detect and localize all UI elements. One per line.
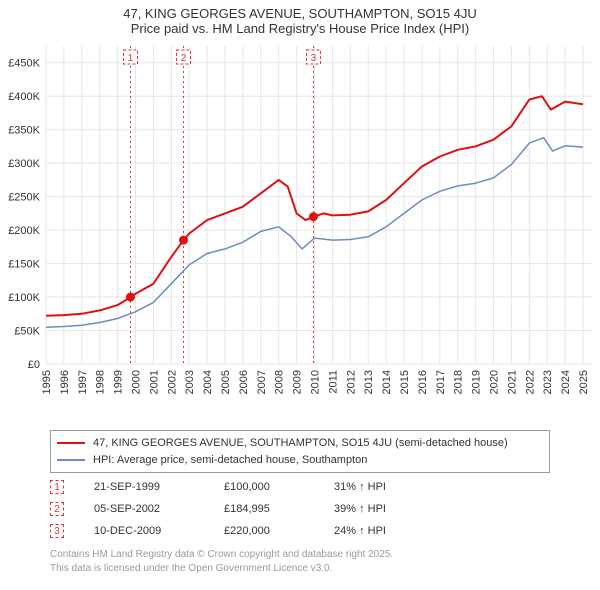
- chart-title-block: 47, KING GEORGES AVENUE, SOUTHAMPTON, SO…: [0, 0, 600, 36]
- svg-text:2024: 2024: [560, 370, 572, 394]
- title-line2: Price paid vs. HM Land Registry's House …: [0, 21, 600, 36]
- footer-attribution: Contains HM Land Registry data © Crown c…: [50, 548, 393, 575]
- svg-text:£450K: £450K: [8, 58, 40, 70]
- sale-date: 05-SEP-2002: [94, 503, 224, 515]
- legend-label: HPI: Average price, semi-detached house,…: [93, 452, 367, 469]
- svg-text:2010: 2010: [310, 370, 322, 394]
- sale-pct: 39% ↑ HPI: [334, 503, 434, 515]
- sale-price: £184,995: [224, 503, 334, 515]
- table-row: 2 05-SEP-2002 £184,995 39% ↑ HPI: [50, 498, 434, 520]
- svg-text:£150K: £150K: [8, 259, 40, 271]
- legend-item: 47, KING GEORGES AVENUE, SOUTHAMPTON, SO…: [57, 435, 543, 452]
- svg-text:2002: 2002: [166, 370, 178, 394]
- svg-text:2012: 2012: [345, 370, 357, 394]
- svg-text:2001: 2001: [148, 370, 160, 394]
- table-row: 3 10-DEC-2009 £220,000 24% ↑ HPI: [50, 520, 434, 542]
- svg-text:2021: 2021: [506, 370, 518, 394]
- svg-text:2020: 2020: [489, 370, 501, 394]
- sale-pct: 31% ↑ HPI: [334, 481, 434, 493]
- svg-text:2014: 2014: [381, 370, 393, 394]
- svg-text:1997: 1997: [77, 370, 89, 394]
- legend-item: HPI: Average price, semi-detached house,…: [57, 452, 543, 469]
- svg-text:2019: 2019: [471, 370, 483, 394]
- svg-text:£200K: £200K: [8, 225, 40, 237]
- svg-text:£350K: £350K: [8, 125, 40, 137]
- footer-line2: This data is licensed under the Open Gov…: [50, 562, 393, 576]
- sale-marker-icon: 3: [50, 524, 64, 538]
- chart-area: £0 £50K £100K £150K £200K £250K £300K £350K £400…: [0, 44, 600, 424]
- svg-text:2006: 2006: [238, 370, 250, 394]
- svg-text:2025: 2025: [578, 370, 590, 394]
- svg-text:£250K: £250K: [8, 192, 40, 204]
- table-row: 1 21-SEP-1999 £100,000 31% ↑ HPI: [50, 476, 434, 498]
- svg-text:2023: 2023: [542, 370, 554, 394]
- svg-text:1998: 1998: [95, 370, 107, 394]
- legend-swatch: [57, 442, 85, 444]
- legend: 47, KING GEORGES AVENUE, SOUTHAMPTON, SO…: [50, 430, 550, 473]
- svg-text:£300K: £300K: [8, 158, 40, 170]
- svg-text:2017: 2017: [435, 370, 447, 394]
- svg-text:2: 2: [181, 53, 187, 64]
- svg-text:1996: 1996: [59, 370, 71, 394]
- svg-text:2013: 2013: [363, 370, 375, 394]
- sales-table: 1 21-SEP-1999 £100,000 31% ↑ HPI 2 05-SE…: [50, 476, 434, 542]
- sale-marker-icon: 2: [50, 502, 64, 516]
- sale-date: 10-DEC-2009: [94, 525, 224, 537]
- svg-text:2007: 2007: [256, 370, 268, 394]
- sale-marker-icon: 1: [50, 480, 64, 494]
- svg-text:2005: 2005: [220, 370, 232, 394]
- svg-text:£0: £0: [28, 359, 40, 371]
- svg-text:2018: 2018: [453, 370, 465, 394]
- title-line1: 47, KING GEORGES AVENUE, SOUTHAMPTON, SO…: [0, 6, 600, 21]
- svg-text:2009: 2009: [292, 370, 304, 394]
- sale-pct: 24% ↑ HPI: [334, 525, 434, 537]
- legend-label: 47, KING GEORGES AVENUE, SOUTHAMPTON, SO…: [93, 435, 508, 452]
- sale-price: £220,000: [224, 525, 334, 537]
- svg-text:2011: 2011: [327, 370, 339, 394]
- svg-text:2016: 2016: [417, 370, 429, 394]
- svg-text:2008: 2008: [274, 370, 286, 394]
- svg-text:2003: 2003: [184, 370, 196, 394]
- svg-text:3: 3: [311, 53, 317, 64]
- sale-price: £100,000: [224, 481, 334, 493]
- svg-text:1: 1: [128, 53, 134, 64]
- legend-swatch: [57, 459, 85, 461]
- svg-text:2022: 2022: [524, 370, 536, 394]
- svg-text:£100K: £100K: [8, 292, 40, 304]
- svg-text:£50K: £50K: [14, 326, 40, 338]
- sale-date: 21-SEP-1999: [94, 481, 224, 493]
- footer-line1: Contains HM Land Registry data © Crown c…: [50, 548, 393, 562]
- svg-text:2015: 2015: [399, 370, 411, 394]
- svg-text:1999: 1999: [113, 370, 125, 394]
- svg-text:2004: 2004: [202, 370, 214, 394]
- svg-text:£400K: £400K: [8, 91, 40, 103]
- svg-text:1995: 1995: [41, 370, 53, 394]
- svg-text:2000: 2000: [131, 370, 143, 394]
